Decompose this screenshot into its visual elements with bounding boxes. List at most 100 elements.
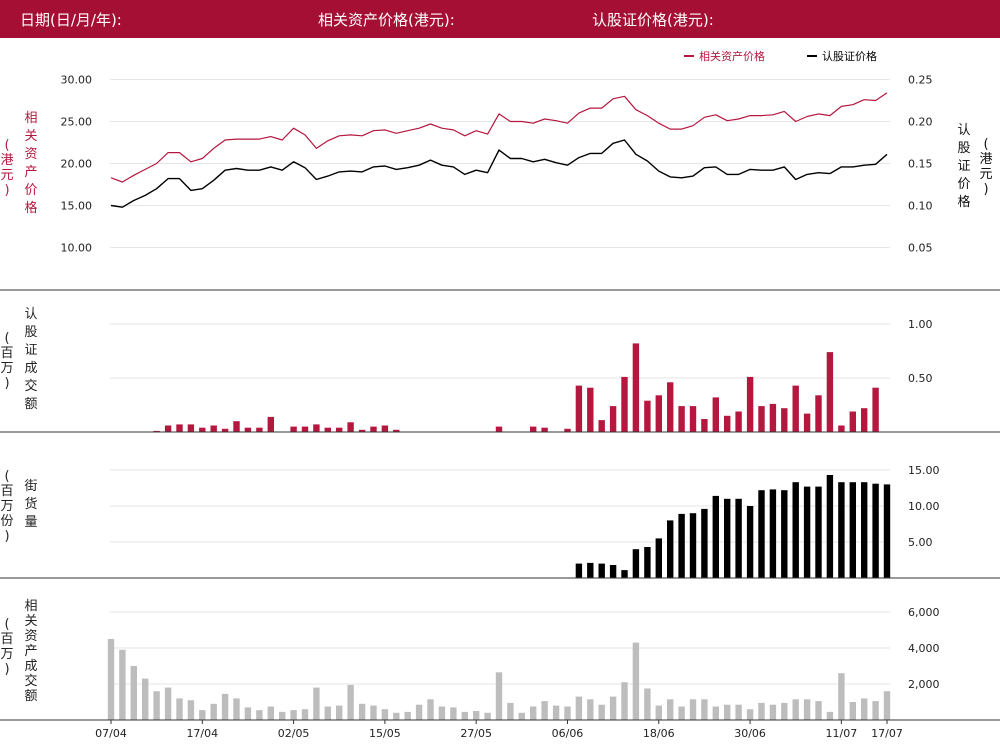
asset-turnover-bar: [632, 642, 640, 720]
asset-turnover-bar: [712, 706, 719, 720]
x-tick-label: 30/06: [734, 727, 766, 740]
asset-turnover-bar: [233, 698, 240, 720]
warrant-turnover-bar: [609, 406, 617, 432]
warrant-turnover-bar: [313, 424, 320, 432]
asset-turnover-bar: [781, 702, 788, 720]
y-tick-left: 15.00: [61, 200, 93, 213]
y-axis-label-right: 股: [957, 141, 970, 156]
y-axis-unit: ): [4, 376, 9, 391]
asset-turnover-bar: [678, 706, 685, 720]
warrant-turnover-bar: [632, 343, 640, 432]
asset-turnover-bar: [199, 710, 206, 720]
outstanding-bar: [861, 482, 868, 578]
outstanding-bar: [701, 508, 708, 578]
x-tick-label: 17/04: [186, 727, 218, 740]
y-axis-unit: 万: [0, 647, 13, 662]
warrant-turnover-bar: [187, 424, 195, 432]
asset-turnover-bar: [336, 705, 343, 720]
asset-turnover-bar: [735, 704, 742, 720]
warrant-turnover-bar: [838, 425, 845, 432]
warrant-turnover-bar: [724, 415, 731, 432]
bars-layer: [107, 343, 891, 720]
warrant-turnover-bar: [256, 427, 263, 432]
y-axis-label: 量: [24, 515, 37, 530]
legend: 相关资产价格 认股证价格: [684, 49, 877, 63]
asset-turnover-bar: [358, 703, 366, 720]
warrant-turnover-bar: [541, 427, 548, 432]
y-axis-unit-right: (: [983, 137, 988, 152]
warrant-turnover-bar: [598, 420, 605, 432]
asset-turnover-bar: [883, 691, 891, 720]
asset-turnover-bar: [655, 705, 662, 720]
x-tick-label: 06/06: [552, 727, 584, 740]
asset-turnover-bar: [256, 710, 263, 720]
x-tick-label: 17/07: [871, 727, 903, 740]
y-axis-label: 证: [24, 343, 37, 358]
asset-turnover-bar: [689, 699, 697, 720]
warrant-turnover-bar: [792, 385, 799, 432]
asset-turnover-bar: [267, 706, 274, 720]
asset-turnover-bar: [667, 699, 674, 720]
warrant-turnover-bar: [164, 425, 172, 432]
y-axis-label: 资: [24, 629, 37, 644]
y-tick-right: 2,000: [908, 678, 940, 691]
warrant-turnover-bar: [358, 429, 366, 432]
warrant-turnover-bar: [872, 387, 879, 432]
y-tick-right: 10.00: [908, 500, 940, 513]
asset-turnover-bar: [107, 639, 115, 720]
warrant-turnover-bar: [826, 352, 834, 432]
outstanding-bar: [609, 565, 617, 578]
y-axis-unit-right: ): [983, 182, 988, 197]
warrant-turnover-bar: [324, 427, 331, 432]
asset-turnover-bar: [393, 712, 400, 720]
x-tick-label: 02/05: [278, 727, 310, 740]
legend-label-warrant: 认股证价格: [822, 49, 877, 63]
y-axis-unit: (: [4, 331, 9, 346]
y-axis-label-left: 价: [24, 183, 37, 198]
outstanding-bar: [598, 563, 605, 578]
asset-turnover-bar: [461, 711, 468, 720]
warrant-turnover-bar: [769, 403, 777, 432]
asset-turnover-bar: [826, 711, 834, 720]
outstanding-bar: [769, 489, 777, 578]
x-tick-label: 18/06: [643, 727, 675, 740]
y-tick-right: 0.05: [908, 242, 933, 255]
asset-turnover-bar: [473, 711, 480, 720]
y-axis-unit: ): [4, 662, 9, 677]
y-tick-right: 1.00: [908, 318, 933, 331]
date-label: 日期(日/月/年):: [20, 11, 122, 29]
warrant-turnover-bar: [861, 408, 868, 432]
warrant-chart: 30.00 25.00 20.00 15.00 10.00 0.25 0.20 0.15 0.1…: [0, 49, 1000, 741]
x-tick-label: 15/05: [369, 727, 401, 740]
y-axis-label: 成: [24, 659, 37, 674]
outstanding-bar: [849, 482, 856, 578]
legend-label-asset: 相关资产价格: [699, 49, 765, 63]
y-tick-right: 15.00: [908, 464, 940, 477]
outstanding-bar: [644, 547, 651, 578]
outstanding-bar: [735, 498, 742, 578]
warrant-turnover-bar: [644, 400, 651, 432]
y-axis-label: 产: [24, 644, 37, 659]
ticks-layer: 30.00 25.00 20.00 15.00 10.00 0.25 0.20 0.15 0.1…: [61, 74, 940, 741]
y-axis-label-left: 格: [24, 200, 37, 216]
asset-turnover-bar: [803, 699, 811, 720]
y-tick-left: 25.00: [61, 116, 93, 129]
asset-turnover-bar: [279, 711, 286, 720]
asset-turnover-bar: [838, 673, 845, 720]
asset-turnover-bar: [861, 698, 868, 720]
asset-turnover-bar: [746, 709, 754, 720]
y-axis-label-right: 证: [957, 159, 970, 174]
y-tick-right: 0.20: [908, 116, 933, 129]
asset-turnover-bar: [290, 710, 297, 720]
warrant-turnover-bar: [667, 382, 674, 432]
asset-turnover-bar: [142, 678, 149, 720]
warrant-turnover-bar: [301, 426, 309, 432]
warrant-turnover-bar: [746, 376, 754, 432]
asset-turnover-bar: [598, 704, 605, 720]
asset-turnover-bar: [153, 691, 160, 720]
y-axis-label-left: 关: [24, 129, 37, 144]
warrant-turnover-bar: [712, 397, 719, 432]
warrant-turnover-bar: [233, 421, 240, 432]
y-tick-left: 10.00: [61, 242, 93, 255]
asset-turnover-bar: [701, 699, 708, 720]
